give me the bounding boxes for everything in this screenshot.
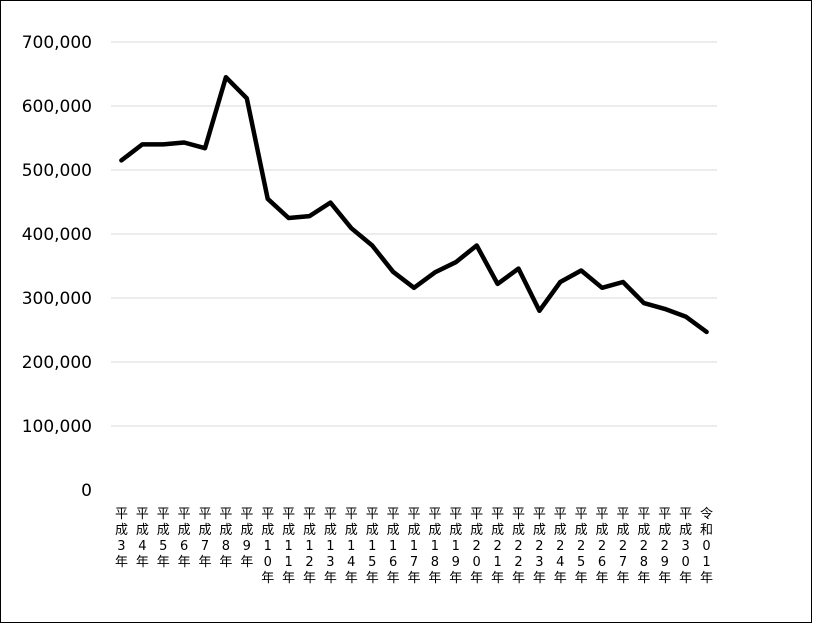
y-tick-label: 0 — [81, 481, 92, 501]
y-tick-label: 100,000 — [22, 417, 92, 437]
gridlines — [111, 42, 717, 426]
series-layer — [121, 77, 706, 332]
y-tick-label: 300,000 — [22, 289, 92, 309]
y-tick-label: 200,000 — [22, 353, 92, 373]
y-tick-label: 600,000 — [22, 97, 92, 117]
y-tick-label: 500,000 — [22, 161, 92, 181]
series-line — [121, 77, 706, 332]
y-tick-label: 700,000 — [22, 33, 92, 53]
y-axis-ticks: 0 100,000 200,000 300,000 400,000 500,000 600,… — [22, 33, 92, 501]
y-tick-label: 400,000 — [22, 225, 92, 245]
